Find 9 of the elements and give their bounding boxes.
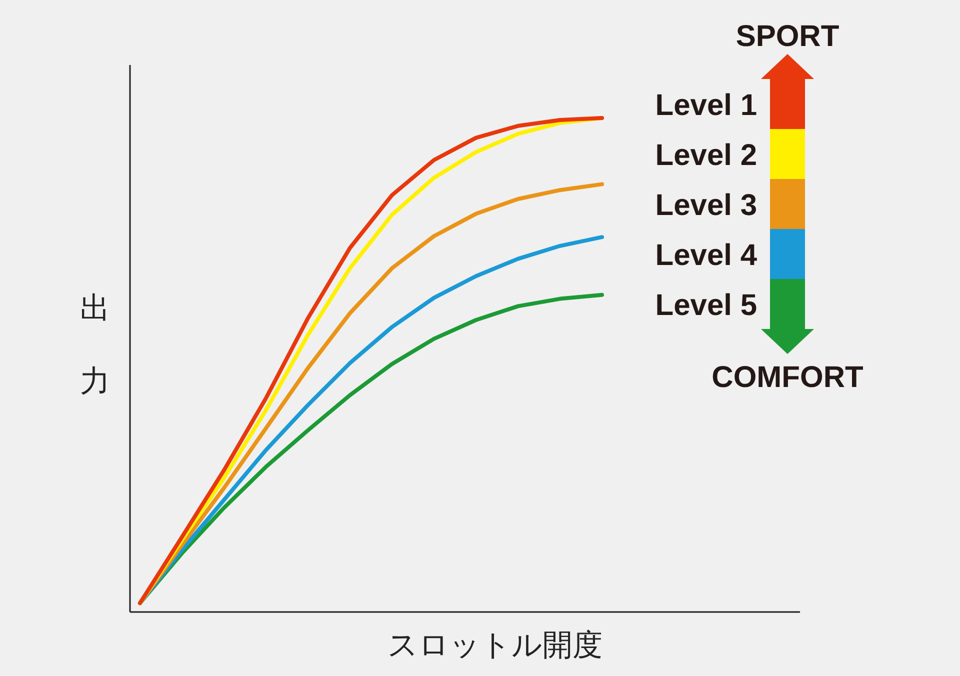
text: 出力 [80,291,110,399]
legend-label: Level 1 [655,89,757,122]
legend-label: Level 3 [655,189,757,222]
legend-label: Level 2 [655,139,757,172]
text: COMFORT [712,361,864,394]
x-axis-title: スロットル開度 [388,628,602,663]
text: SPORT [736,20,840,53]
legend-label: Level 5 [655,289,757,322]
legend-label: Level 4 [655,239,758,272]
